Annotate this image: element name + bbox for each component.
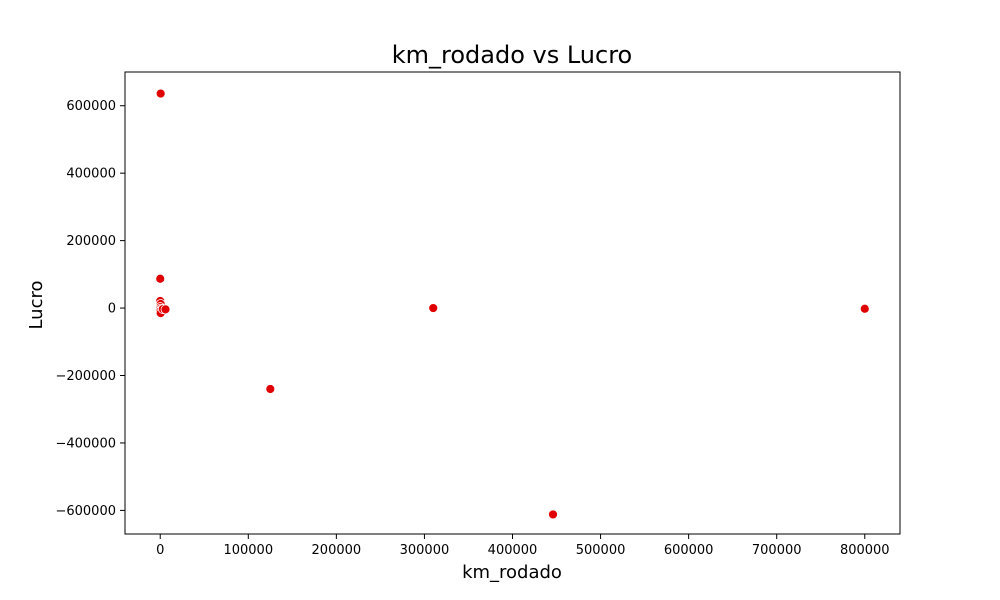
data-point (265, 384, 276, 394)
x-tick-label: 700000 (752, 543, 802, 558)
plot-frame (124, 71, 901, 535)
y-tick-label: 200000 (66, 234, 116, 249)
x-axis-title: km_rodado (462, 562, 562, 583)
x-tick-label: 400000 (488, 543, 538, 558)
x-tick-label: 100000 (223, 543, 273, 558)
y-tick-label: −400000 (55, 436, 116, 451)
data-point (548, 509, 558, 520)
x-tick-label: 0 (156, 543, 164, 558)
x-tick-label: 200000 (312, 543, 362, 558)
y-axis-ticks: −600000 −400000 −200000 0 200000 400000 600000 (55, 99, 125, 519)
x-axis-ticks: 0 100000 200000 300000 400000 500000 600000 700… (156, 534, 890, 558)
y-tick-label: 600000 (66, 99, 116, 114)
x-tick-label: 300000 (400, 543, 450, 558)
x-tick-label: 500000 (576, 543, 626, 558)
y-tick-label: 0 (108, 302, 116, 317)
x-tick-label: 800000 (840, 543, 890, 558)
x-tick-label: 600000 (664, 543, 714, 558)
y-axis-title: Lucro (26, 280, 47, 329)
y-tick-label: −200000 (55, 369, 116, 384)
data-point (859, 303, 870, 314)
chart-title: km_rodado vs Lucro (392, 41, 633, 69)
y-tick-label: 400000 (66, 167, 116, 182)
data-point (155, 273, 166, 284)
data-point (160, 304, 171, 315)
data-point (155, 88, 166, 99)
data-points (155, 88, 870, 520)
data-point (428, 303, 439, 313)
y-tick-label: −600000 (55, 504, 116, 519)
